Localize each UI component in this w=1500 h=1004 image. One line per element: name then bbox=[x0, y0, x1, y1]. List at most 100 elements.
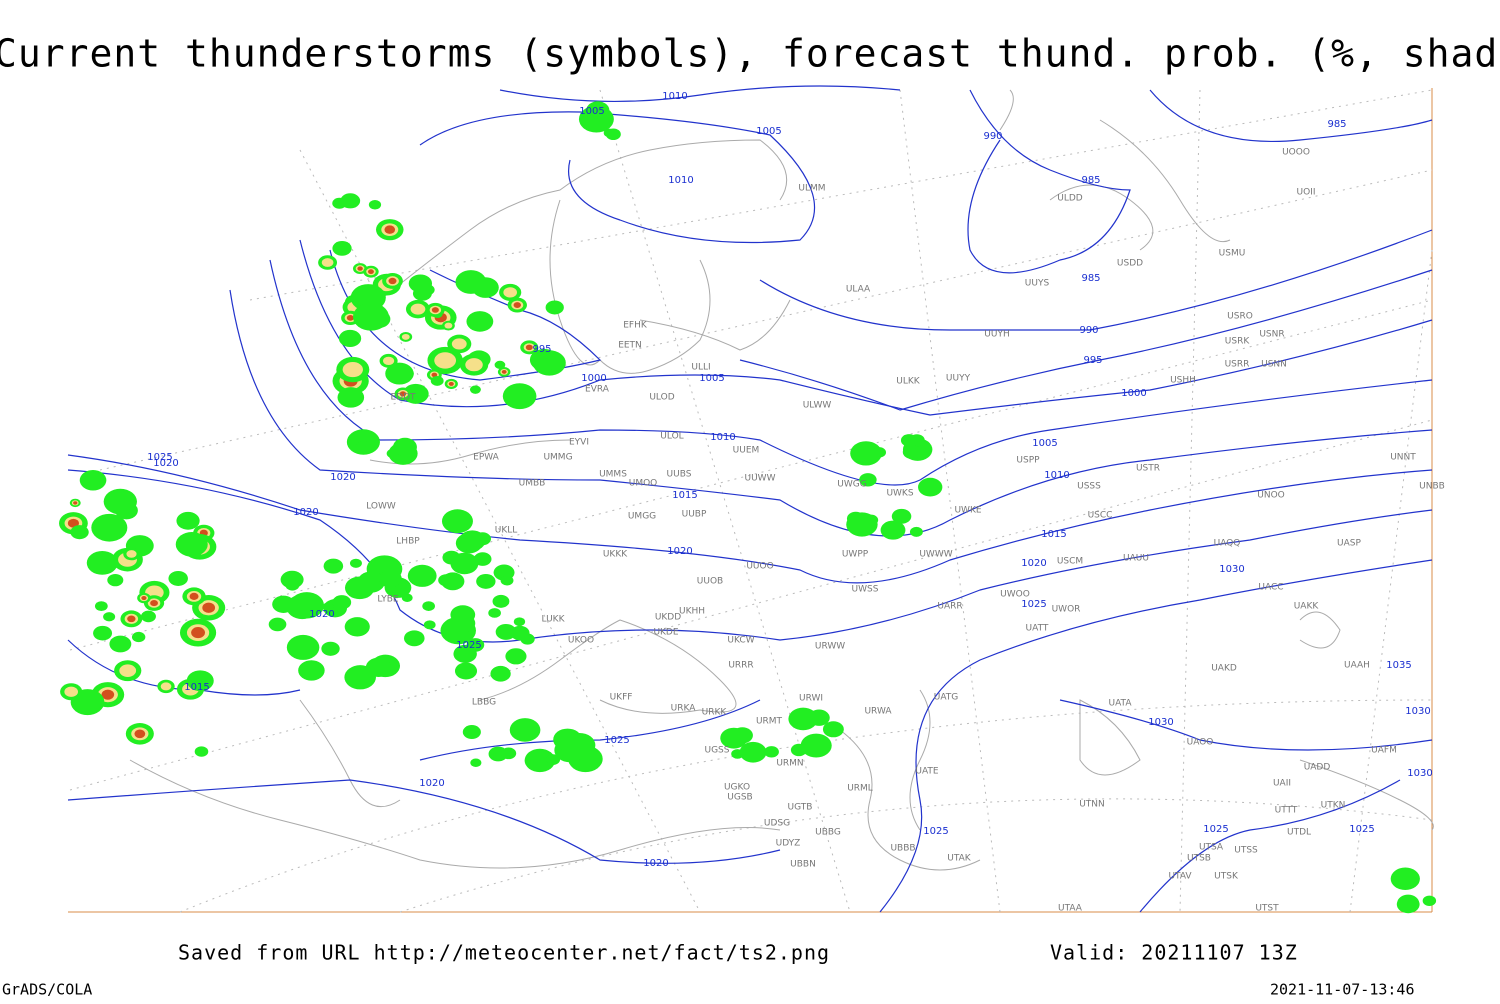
isobar-label: 1025 bbox=[147, 452, 172, 463]
station-label: EDDT bbox=[390, 393, 416, 403]
station-label: LHBP bbox=[396, 537, 420, 547]
station-label: ULDD bbox=[1057, 194, 1083, 204]
storm-area bbox=[450, 515, 467, 529]
station-label: UATT bbox=[1026, 624, 1049, 634]
storm-area bbox=[731, 727, 753, 744]
storm-area bbox=[268, 617, 287, 632]
storm-area bbox=[513, 302, 522, 309]
storm-area bbox=[466, 311, 494, 332]
station-label: UWGG bbox=[837, 480, 866, 490]
isobar-label: 1025 bbox=[604, 735, 629, 746]
station-label: UAQQ bbox=[1214, 539, 1241, 549]
station-label: URKA bbox=[671, 704, 697, 714]
storm-area bbox=[524, 748, 556, 773]
storm-area bbox=[392, 437, 417, 457]
storm-area bbox=[872, 447, 887, 458]
isobar-label: 1020 bbox=[643, 858, 668, 869]
station-label: UOII bbox=[1297, 188, 1316, 198]
storm-area bbox=[101, 689, 115, 700]
storm-area bbox=[545, 300, 564, 315]
software: GrADS/COLA bbox=[2, 981, 92, 999]
storm-area bbox=[342, 361, 363, 378]
station-label: UTDL bbox=[1287, 828, 1311, 838]
station-label: ULOL bbox=[660, 432, 683, 442]
station-label: UAUU bbox=[1123, 554, 1149, 564]
station-label: UWOR bbox=[1052, 605, 1081, 615]
storm-area bbox=[501, 747, 517, 760]
station-label: UASP bbox=[1337, 539, 1361, 549]
station-label: LOWW bbox=[366, 502, 396, 512]
station-label: UAKK bbox=[1294, 602, 1320, 612]
station-label: ULLI bbox=[691, 363, 710, 373]
storm-area bbox=[357, 266, 363, 271]
storm-area bbox=[402, 383, 429, 404]
station-label: USCM bbox=[1057, 557, 1083, 567]
station-label: UOOO bbox=[1282, 148, 1310, 158]
station-label: USDD bbox=[1117, 259, 1143, 269]
storm-area bbox=[408, 274, 433, 293]
storm-area bbox=[850, 441, 882, 466]
storm-area bbox=[134, 729, 146, 739]
station-label: UMGG bbox=[628, 512, 656, 522]
isobar-label: 1020 bbox=[153, 458, 178, 469]
station-label: UATG bbox=[934, 693, 959, 703]
storm-area bbox=[605, 128, 621, 141]
storm-area bbox=[1390, 867, 1420, 891]
station-label: UMOO bbox=[629, 479, 658, 489]
station-label: URKK bbox=[702, 708, 728, 718]
storm-area bbox=[346, 315, 354, 321]
station-label: UARR bbox=[937, 602, 962, 612]
isobar-label: 1035 bbox=[1386, 660, 1411, 671]
station-label: ULAA bbox=[846, 285, 871, 295]
storm-area bbox=[465, 358, 483, 372]
storm-area bbox=[859, 473, 877, 487]
storm-area bbox=[150, 599, 158, 607]
storm-area bbox=[448, 381, 454, 386]
station-label: UUWW bbox=[745, 474, 776, 484]
isobar-label: 1025 bbox=[1349, 824, 1374, 835]
station-label: UAKD bbox=[1211, 664, 1237, 674]
isobar-label: 1010 bbox=[668, 175, 693, 186]
station-label: UACC bbox=[1258, 583, 1283, 593]
isobar-label: 1020 bbox=[330, 472, 355, 483]
storm-area bbox=[67, 518, 79, 528]
storm-area bbox=[186, 670, 214, 692]
storm-area bbox=[500, 575, 514, 586]
storm-area bbox=[107, 573, 124, 587]
station-label: UAFM bbox=[1371, 746, 1397, 756]
storm-area bbox=[470, 758, 482, 767]
storm-area bbox=[494, 360, 506, 370]
storm-area bbox=[909, 526, 923, 537]
station-label: ULMM bbox=[798, 184, 825, 194]
storm-area bbox=[322, 602, 334, 612]
station-label: UNNT bbox=[1390, 453, 1416, 463]
storm-area bbox=[289, 592, 324, 619]
station-label: UBBB bbox=[890, 844, 915, 854]
storm-area bbox=[902, 444, 922, 460]
storm-area bbox=[93, 625, 113, 641]
storm-area bbox=[337, 387, 365, 408]
storm-area bbox=[459, 530, 486, 551]
storm-area bbox=[333, 242, 346, 253]
storm-area bbox=[332, 197, 347, 209]
station-label: UTSK bbox=[1214, 872, 1239, 882]
isobar-label: 1005 bbox=[756, 126, 781, 137]
storm-area bbox=[189, 592, 199, 600]
station-label: UTAA bbox=[1058, 904, 1083, 914]
isobar-label: 1015 bbox=[184, 682, 209, 693]
storm-area bbox=[431, 307, 439, 313]
isobar-label: 985 bbox=[1081, 175, 1100, 186]
station-label: UWOO bbox=[1000, 590, 1030, 600]
storm-area bbox=[355, 441, 372, 453]
station-label: UKKK bbox=[603, 550, 628, 560]
station-label: UBBN bbox=[790, 860, 816, 870]
storm-area bbox=[503, 287, 518, 298]
isobar-label: 1020 bbox=[293, 507, 318, 518]
isobar-label: 1025 bbox=[1203, 824, 1228, 835]
storm-area bbox=[444, 322, 453, 329]
station-label: UNBB bbox=[1419, 482, 1445, 492]
storm-area bbox=[86, 550, 118, 575]
storm-area bbox=[94, 601, 108, 612]
station-label: UUEM bbox=[733, 446, 760, 456]
station-label: URMT bbox=[756, 717, 783, 727]
